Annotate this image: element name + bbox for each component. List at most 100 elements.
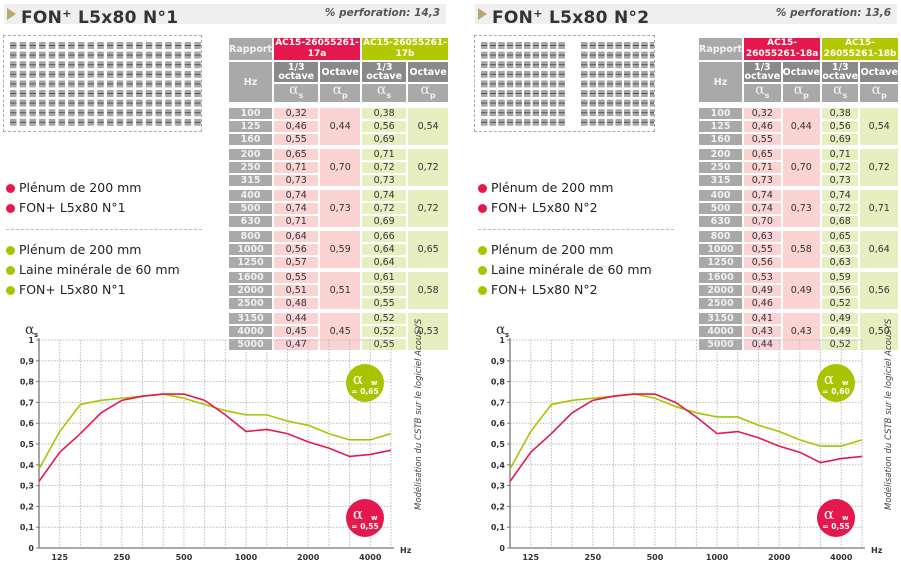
- perforation-slot-line: [39, 112, 46, 114]
- hz-header: Hz: [699, 62, 743, 102]
- table-row: 1000 0,56 0,64: [229, 244, 448, 255]
- y-tick-label: 0,5: [491, 440, 506, 449]
- y-tick-label: 0,6: [491, 419, 506, 428]
- alpha-p-header: αp: [860, 83, 898, 102]
- perforation-slot-line: [481, 102, 488, 104]
- badge-symbol: α: [353, 370, 363, 388]
- x-tick-label: 1000: [235, 553, 258, 562]
- perforation-slot-line: [174, 102, 182, 104]
- badge-symbol: α: [353, 505, 363, 523]
- perforation-slot-line: [481, 54, 488, 56]
- perforation-slot-line: [107, 102, 114, 104]
- perforation-slot-line: [39, 93, 46, 94]
- report-b-header: AC15-26055261-18b: [822, 38, 898, 60]
- badge-value: = 0,60: [822, 387, 849, 396]
- perforation-slot-line: [481, 73, 488, 75]
- perforation-slot-line: [489, 45, 497, 46]
- perforation-slot-line: [184, 64, 192, 66]
- alpha-w-badge-green: α w= 0,60: [817, 364, 855, 402]
- b-third-octave-value: 0,55: [362, 298, 407, 309]
- perforation-slot-line: [524, 73, 531, 75]
- table-row: 3150 0,41 0,43 0,49 0,50: [699, 313, 898, 350]
- y-axis-label-sub: s: [505, 331, 509, 339]
- b-third-octave-value: 0,64: [362, 257, 407, 268]
- b-third-octave-value: 0,74: [822, 190, 859, 201]
- perforation-slot-line: [549, 93, 557, 94]
- perforation-slot-line: [10, 64, 17, 66]
- perforation-slot-line: [116, 112, 124, 114]
- perforation-slot-line: [606, 54, 614, 56]
- perforation-slot-line: [615, 102, 622, 104]
- perforation-slot-line: [136, 73, 143, 75]
- badge-value: = 0,55: [351, 522, 378, 531]
- table-row: 2000 0,51 0,59: [229, 285, 448, 296]
- perforation-slot-line: [498, 45, 505, 46]
- perforation-slot-line: [107, 112, 114, 114]
- perforation-slot-line: [97, 54, 104, 56]
- b-third-octave-value: 0,49: [822, 326, 859, 337]
- a-third-octave-value: 0,48: [274, 298, 319, 309]
- perforation-slot-line: [524, 45, 531, 46]
- perforation-slot-line: [549, 64, 557, 66]
- perforation-slot-line: [39, 54, 46, 56]
- perforation-slot-line: [581, 93, 588, 94]
- frequency-cell: 2000: [699, 285, 743, 296]
- a-octave-value: 0,73: [782, 190, 821, 227]
- a-third-octave-value: 0,73: [744, 175, 781, 186]
- a-third-octave-value: 0,65: [274, 149, 319, 160]
- perforation-slot-line: [624, 64, 631, 66]
- y-tick-label: 1: [28, 336, 34, 345]
- legend-divider: [478, 229, 674, 230]
- alpha-symbol: α: [833, 82, 843, 99]
- perforation-slot-line: [624, 73, 631, 75]
- perforation-slot-line: [136, 45, 143, 46]
- perforation-slot-line: [498, 102, 505, 104]
- badge-circle: [817, 499, 855, 537]
- x-tick-label: 2000: [297, 553, 320, 562]
- y-tick-label: 0,7: [491, 398, 505, 407]
- y-tick-label: 0: [28, 544, 34, 553]
- perforation-slot-line: [136, 64, 143, 66]
- perforation-slot-line: [126, 64, 133, 66]
- y-tick-label: 0,1: [20, 523, 35, 532]
- perforation-slot-line: [558, 64, 565, 66]
- perforation-slot-line: [589, 102, 597, 104]
- perforation-slot-line: [68, 64, 75, 66]
- b-third-octave-value: 0,69: [362, 216, 407, 227]
- x-tick-label: 1000: [706, 553, 729, 562]
- perforation-slot-line: [97, 121, 104, 123]
- alpha-subscript: s: [842, 90, 848, 100]
- perforation-slot-line: [632, 54, 640, 56]
- red-dot-icon: [478, 183, 487, 193]
- perforation-slot-line: [598, 93, 605, 94]
- perforation-slot-line: [48, 93, 56, 94]
- perforation-slot-line: [558, 83, 565, 85]
- rapport-header: Rapport: [699, 38, 743, 60]
- perforation-pattern-image: [474, 35, 655, 132]
- frequency-cell: 1250: [229, 257, 273, 268]
- y-tick-label: 0,3: [491, 482, 505, 491]
- report-b-header: AC15-26055261-17b: [362, 38, 448, 60]
- a-octave-value: 0,44: [320, 108, 361, 145]
- perforation-slot-line: [515, 45, 522, 46]
- perforation-slot-line: [515, 102, 522, 104]
- badge-symbol: α: [824, 370, 834, 388]
- x-tick-label: 500: [176, 553, 193, 562]
- a-third-octave-value: 0,44: [744, 339, 781, 350]
- perforation-slot-line: [524, 54, 531, 56]
- perforation-slot-line: [58, 45, 65, 46]
- perforation-slot-line: [68, 93, 75, 94]
- perforation-slot-line: [165, 54, 172, 56]
- perforation-slot-line: [615, 73, 622, 75]
- perforation-slot-line: [481, 83, 488, 85]
- perforation-slot-line: [641, 64, 648, 66]
- green-dot-icon: [478, 265, 487, 275]
- perforation-slot-line: [506, 121, 514, 123]
- spacer-cell: [229, 104, 448, 106]
- perforation-slot-line: [581, 83, 588, 85]
- perforation-slot-line: [606, 73, 614, 75]
- perforation-slot-line: [506, 112, 514, 114]
- perforation-slot-line: [165, 93, 172, 94]
- perforation-slot-line: [107, 45, 114, 46]
